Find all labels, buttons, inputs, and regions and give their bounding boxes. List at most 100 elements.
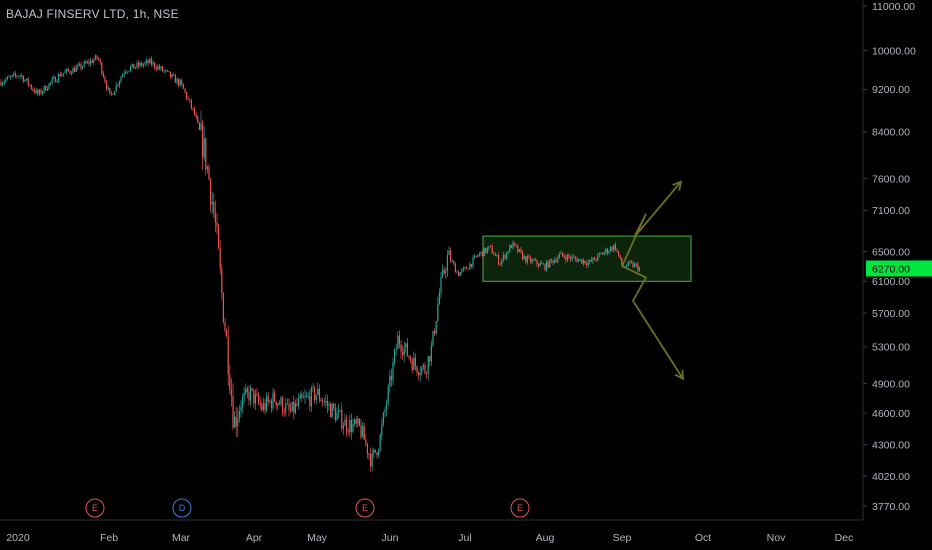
candle-body: [491, 246, 493, 254]
candle-body: [462, 268, 464, 270]
candle-body: [470, 263, 472, 267]
candle-body: [302, 397, 304, 399]
candle-body: [11, 75, 13, 77]
candle-body: [219, 248, 221, 269]
candle-body: [502, 254, 504, 260]
candle-body: [403, 347, 405, 355]
candle-body: [301, 394, 303, 398]
candle-body: [240, 406, 242, 412]
time-tick-label: Feb: [100, 532, 118, 544]
candle-body: [486, 248, 488, 253]
candle-body: [528, 256, 530, 258]
candle-body: [125, 71, 127, 74]
candle-body: [56, 80, 58, 83]
candle-body: [54, 76, 56, 83]
candle-body: [323, 401, 325, 403]
candle-body: [384, 409, 386, 413]
candle-body: [382, 412, 384, 425]
candle-body: [206, 166, 208, 170]
candle-body: [230, 390, 232, 397]
candle-body: [408, 356, 410, 358]
candle-body: [434, 331, 436, 334]
candle-body: [590, 259, 592, 262]
candle-body: [328, 404, 330, 406]
candle-body: [542, 263, 544, 265]
candle-body: [429, 356, 431, 362]
candles-layer: [0, 54, 640, 472]
price-axis[interactable]: 11000.00 10000.00 9200.00 8400.00 7600.00 710…: [863, 1, 916, 513]
candle-body: [504, 254, 506, 259]
earnings-marker[interactable]: [85, 498, 105, 518]
event-marker-label: D: [179, 503, 186, 513]
candle-body: [312, 387, 314, 389]
candle-body: [432, 331, 434, 346]
candle-body: [226, 330, 228, 337]
candle-body: [334, 408, 336, 421]
candle-body: [421, 366, 423, 374]
candle-body: [21, 75, 23, 77]
candle-body: [155, 67, 157, 70]
dividend-marker[interactable]: [172, 498, 192, 518]
candle-body: [181, 80, 183, 85]
candle-body: [520, 249, 522, 252]
candle-body: [104, 77, 106, 83]
candle-body: [90, 60, 92, 64]
candle-body: [541, 262, 543, 264]
price-tick-label: 7600.00: [872, 173, 910, 185]
earnings-marker[interactable]: [355, 498, 375, 518]
candle-body: [83, 62, 85, 67]
candle-body: [62, 73, 64, 75]
time-tick-label: Oct: [695, 532, 711, 544]
candle-body: [381, 424, 383, 436]
time-axis[interactable]: 2020 Feb Mar Apr May Jun Jul Aug Sep Oct Nov Dec: [6, 532, 853, 544]
candle-body: [437, 304, 439, 322]
last-price-label: 6270.00: [872, 263, 910, 275]
candle-body: [53, 76, 55, 79]
candle-body: [442, 269, 444, 277]
candle-body: [509, 245, 511, 253]
candle-body: [368, 453, 370, 455]
candle-body: [506, 252, 508, 259]
candle-body: [194, 108, 196, 115]
candle-body: [422, 365, 424, 367]
candle-body: [598, 253, 600, 255]
candle-body: [168, 71, 170, 72]
projection-arrow-down: [621, 265, 684, 380]
candle-body: [589, 259, 591, 262]
candle-body: [222, 293, 224, 323]
candle-body: [99, 59, 101, 63]
candle-body: [370, 453, 372, 467]
candle-body: [144, 62, 146, 65]
time-tick-label: Sep: [613, 532, 632, 544]
candle-body: [274, 392, 276, 402]
candle-body: [45, 85, 47, 91]
candle-body: [133, 63, 135, 69]
candle-body: [146, 60, 148, 63]
candle-body: [544, 263, 546, 270]
candle-body: [427, 356, 429, 374]
candle-body: [2, 83, 4, 86]
price-tick-label: 11000.00: [872, 1, 915, 13]
candle-body: [446, 255, 448, 271]
candle-body: [293, 401, 295, 413]
earnings-marker[interactable]: [510, 498, 530, 518]
candle-body: [445, 270, 447, 274]
candle-body: [480, 251, 482, 254]
price-tick-label: 5700.00: [872, 308, 910, 320]
candle-body: [213, 202, 215, 213]
candle-body: [459, 272, 461, 276]
candle-body: [597, 254, 599, 261]
candle-body: [378, 450, 380, 456]
candle-body: [82, 66, 84, 69]
candle-body: [93, 59, 95, 63]
candle-body: [475, 255, 477, 257]
candle-body: [66, 69, 68, 72]
candle-body: [261, 405, 263, 410]
candle-body: [438, 292, 440, 305]
candle-body: [563, 255, 565, 258]
candle-body: [478, 253, 480, 256]
candle-body: [450, 250, 452, 262]
candle-body: [138, 62, 140, 67]
candle-body: [330, 404, 332, 418]
